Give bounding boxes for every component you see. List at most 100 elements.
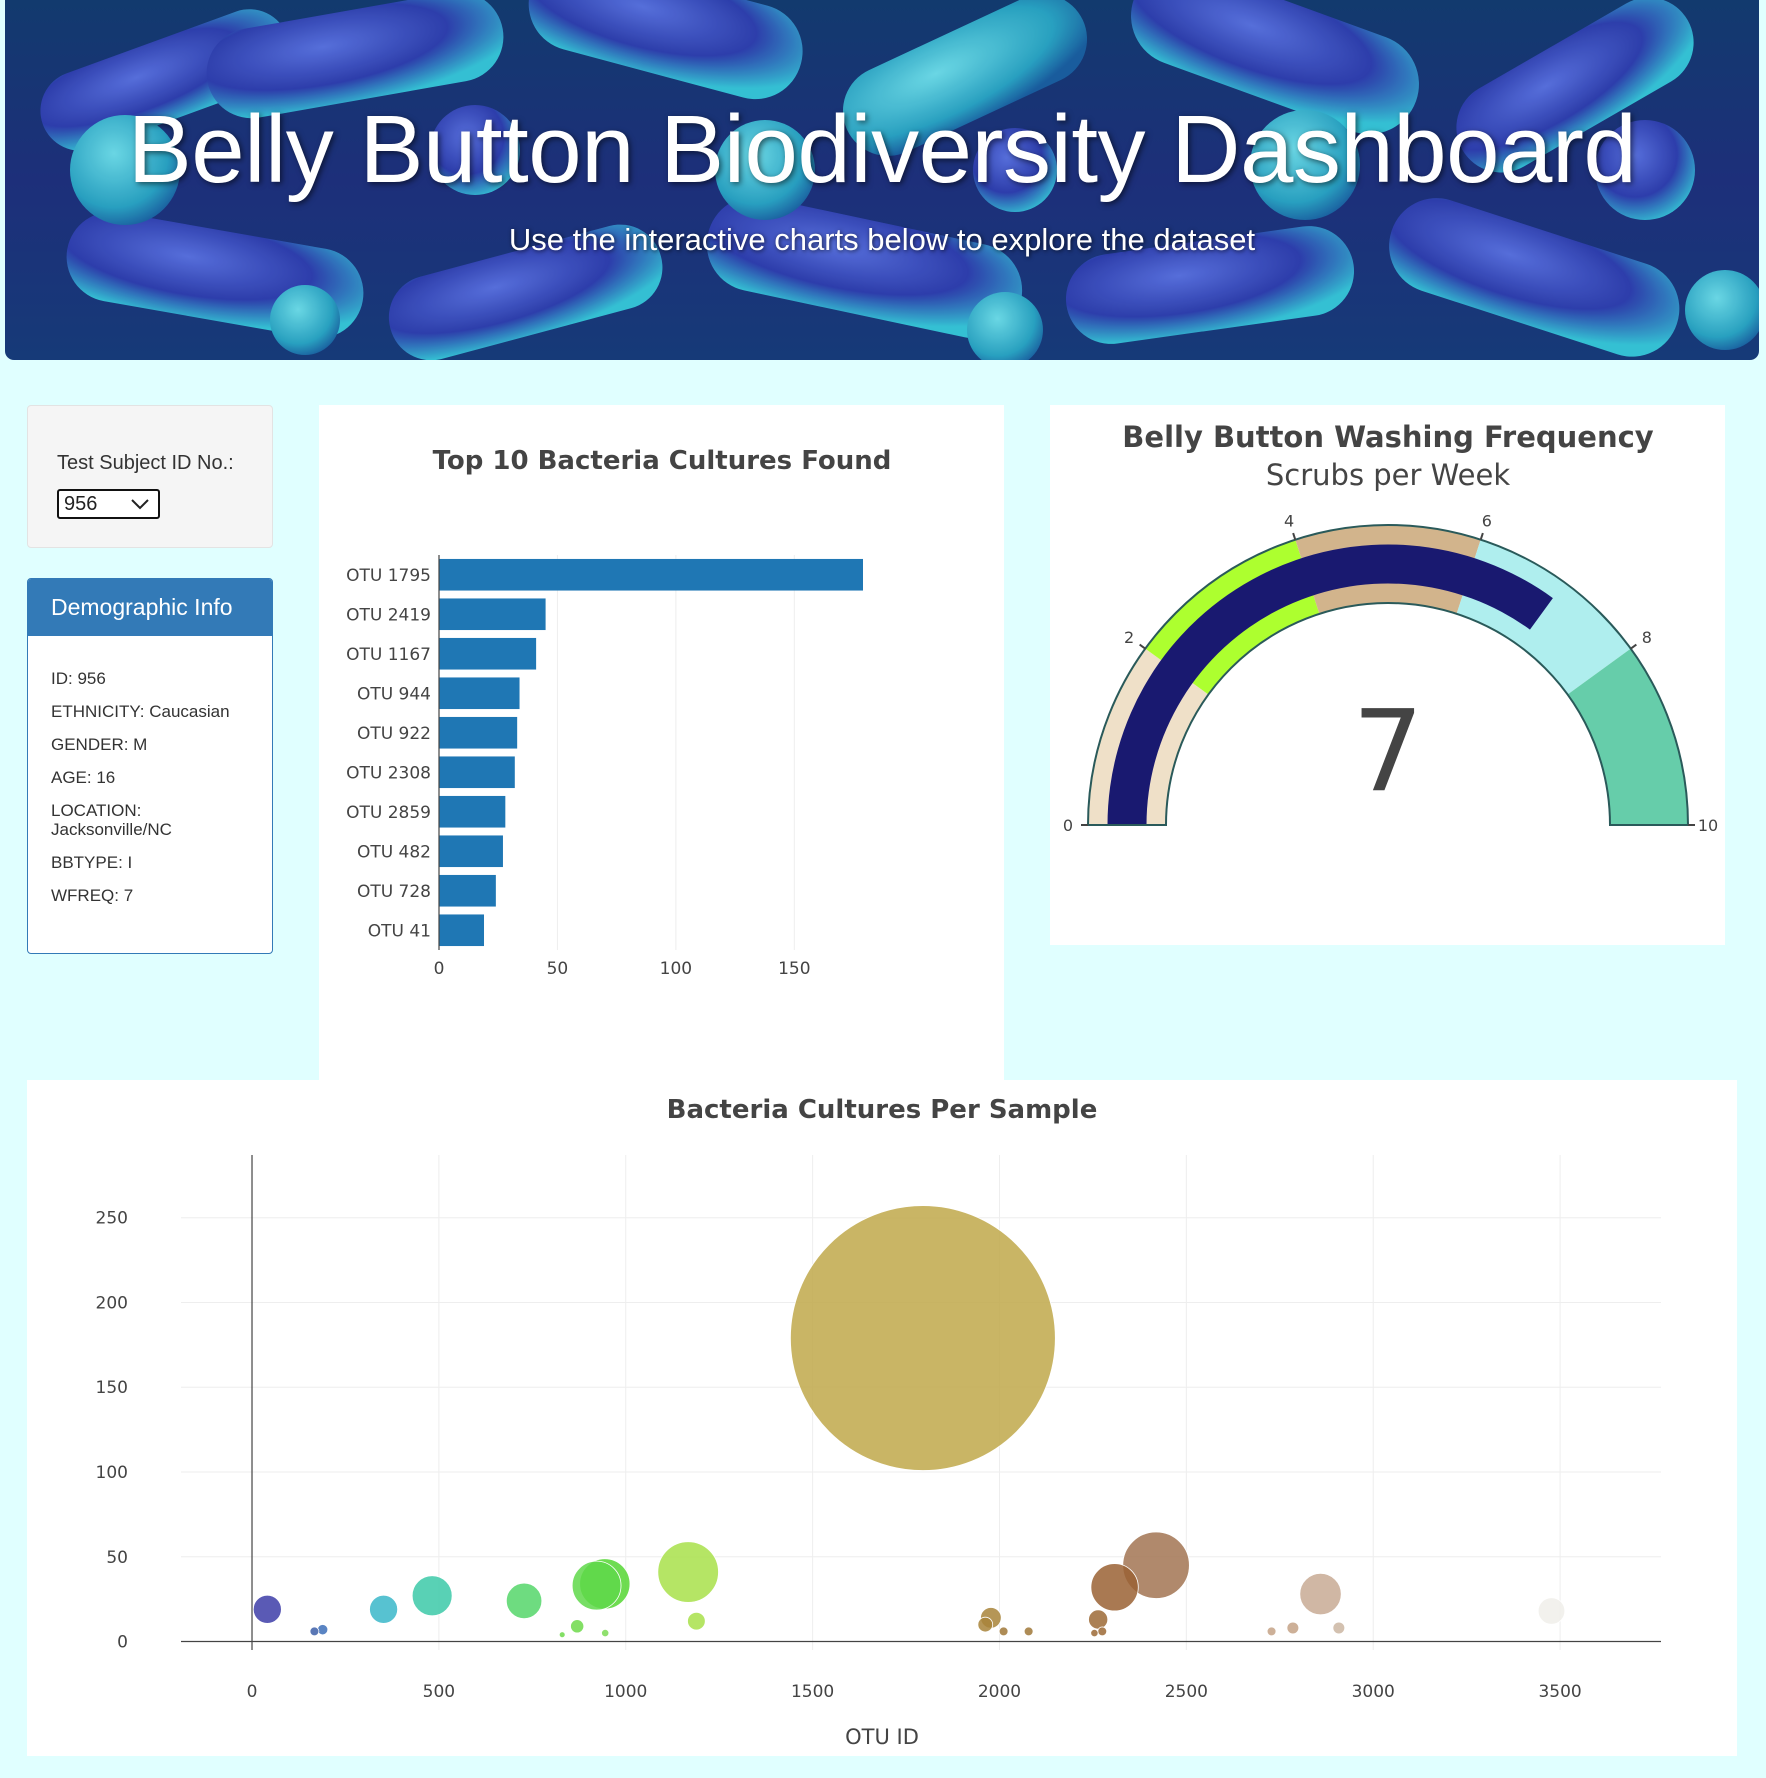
gauge-tick xyxy=(1479,532,1484,540)
bacteria-background-image xyxy=(5,0,1759,360)
bar-x-tick-label: 100 xyxy=(660,959,692,979)
gauge-title: Belly Button Washing Frequency xyxy=(1122,420,1653,454)
bubble-y-tick-label: 150 xyxy=(96,1378,128,1398)
gauge-value-bar xyxy=(1107,544,1553,825)
bubble-point[interactable] xyxy=(998,1626,1009,1637)
page-subtitle: Use the interactive charts below to expl… xyxy=(508,222,1256,257)
gauge-tick-label: 6 xyxy=(1482,512,1492,531)
bubble-point[interactable] xyxy=(309,1626,320,1637)
bubble-chart-card: Bacteria Cultures Per Sample OTU ID 0 500… xyxy=(27,1080,1737,1756)
bubble-chart[interactable]: Bacteria Cultures Per Sample OTU ID 0 500… xyxy=(27,1080,1737,1756)
bubble-point[interactable] xyxy=(1332,1621,1346,1635)
bar-mark[interactable] xyxy=(439,914,485,947)
bar-category-label: OTU 1795 xyxy=(346,566,431,586)
bubble-point[interactable] xyxy=(977,1616,994,1633)
page-title: Belly Button Biodiversity Dashboard xyxy=(127,96,1637,203)
bubble-y-tick-label: 200 xyxy=(96,1293,128,1313)
bubble-point[interactable] xyxy=(1299,1572,1342,1616)
bar-category-label: OTU 2308 xyxy=(346,763,431,783)
bubble-point[interactable] xyxy=(252,1594,282,1624)
gauge-tick xyxy=(1630,643,1637,650)
bar-mark[interactable] xyxy=(439,558,863,591)
subject-selector-well: Test Subject ID No.: 956 xyxy=(27,405,273,548)
gauge-tick xyxy=(1292,532,1297,540)
bubble-x-tick-label: 0 xyxy=(247,1682,258,1702)
bar-mark[interactable] xyxy=(439,835,503,868)
bubble-point[interactable] xyxy=(570,1619,585,1634)
gauge-tick xyxy=(1139,643,1146,650)
bubble-point[interactable] xyxy=(1286,1621,1300,1635)
bar-mark[interactable] xyxy=(439,598,546,631)
demographic-info-body: ID: 956 ETHNICITY: Caucasian GENDER: M A… xyxy=(28,636,272,905)
bar-mark[interactable] xyxy=(439,677,520,710)
bubble-x-tick-label: 2000 xyxy=(978,1682,1021,1702)
demo-row-age: AGE: 16 xyxy=(51,768,116,787)
bubble-point[interactable] xyxy=(317,1624,329,1636)
bubble-y-tick-label: 0 xyxy=(117,1633,128,1653)
bar-x-tick-label: 0 xyxy=(434,959,445,979)
bar-mark[interactable] xyxy=(439,637,537,670)
bar-category-label: OTU 2859 xyxy=(346,803,431,823)
gauge-tick-label: 10 xyxy=(1698,816,1718,835)
demo-row-gender: GENDER: M xyxy=(51,735,148,754)
bubble-point[interactable] xyxy=(1537,1597,1566,1625)
bubble-y-tick-label: 250 xyxy=(96,1209,128,1229)
gauge-tick-label: 4 xyxy=(1284,512,1294,531)
bar-mark[interactable] xyxy=(439,795,506,828)
subject-selector-label: Test Subject ID No.: xyxy=(57,452,234,474)
bubble-point[interactable] xyxy=(558,1631,566,1639)
bar-mark[interactable] xyxy=(439,716,518,749)
bubble-point[interactable] xyxy=(1266,1626,1277,1637)
bar-chart[interactable]: Top 10 Bacteria Cultures Found 0 50 100 150… xyxy=(319,405,1004,1080)
bubble-point[interactable] xyxy=(657,1541,719,1603)
gauge-outline xyxy=(1086,524,1690,826)
demo-row-wfreq: WFREQ: 7 xyxy=(51,886,134,905)
demographic-info-heading: Demographic Info xyxy=(28,579,272,636)
demo-row-location: LOCATION: Jacksonville/NC xyxy=(51,801,172,839)
bar-category-label: OTU 482 xyxy=(357,842,431,862)
bubble-x-tick-label: 1500 xyxy=(791,1682,834,1702)
demo-row-id: ID: 956 xyxy=(51,669,106,688)
gauge-step xyxy=(1567,648,1688,825)
bubble-x-tick-label: 500 xyxy=(423,1682,455,1702)
demographic-info-panel: Demographic Info ID: 956 ETHNICITY: Cauc… xyxy=(27,578,273,954)
bubble-x-tick-label: 3500 xyxy=(1538,1682,1581,1702)
bar-category-label: OTU 944 xyxy=(357,684,431,704)
bubble-point[interactable] xyxy=(1088,1609,1109,1630)
bubble-x-tick-label: 1000 xyxy=(604,1682,647,1702)
gauge-chart[interactable]: Belly Button Washing Frequency Scrubs pe… xyxy=(1050,405,1725,945)
bubble-point[interactable] xyxy=(1023,1626,1034,1637)
bar-category-label: OTU 922 xyxy=(357,724,431,744)
gauge-value-label: 7 xyxy=(1352,687,1423,817)
bar-category-label: OTU 1167 xyxy=(346,645,431,665)
bubble-point[interactable] xyxy=(1090,1628,1099,1638)
bubble-point[interactable] xyxy=(601,1628,610,1638)
bubble-point[interactable] xyxy=(571,1560,622,1611)
bar-category-label: OTU 41 xyxy=(368,921,431,941)
gauge-tick-label: 2 xyxy=(1124,628,1134,647)
bar-x-tick-label: 50 xyxy=(547,959,569,979)
bubble-point[interactable] xyxy=(369,1594,399,1624)
bubble-point[interactable] xyxy=(1097,1626,1108,1637)
bubble-point[interactable] xyxy=(1090,1563,1139,1612)
demo-row-bbtype: BBTYPE: I xyxy=(51,853,133,872)
bubble-y-tick-label: 50 xyxy=(106,1548,128,1568)
bubble-chart-xlabel: OTU ID xyxy=(845,1725,919,1749)
bubble-point[interactable] xyxy=(505,1582,543,1619)
bar-mark[interactable] xyxy=(439,874,496,907)
hero-banner: Belly Button Biodiversity Dashboard Use … xyxy=(5,0,1759,360)
bubble-point[interactable] xyxy=(411,1575,453,1617)
bubble-chart-title: Bacteria Cultures Per Sample xyxy=(667,1095,1098,1125)
bar-chart-card: Top 10 Bacteria Cultures Found 0 50 100 150… xyxy=(319,405,1004,1080)
subject-id-selected-value: 956 xyxy=(64,493,98,515)
subject-id-dropdown[interactable]: 956 xyxy=(57,489,160,519)
chevron-down-icon xyxy=(131,499,149,510)
bar-category-label: OTU 2419 xyxy=(346,605,431,625)
bar-mark[interactable] xyxy=(439,756,515,789)
gauge-tick-label: 8 xyxy=(1642,628,1652,647)
gauge-tick-label: 0 xyxy=(1063,816,1073,835)
gauge-subtitle: Scrubs per Week xyxy=(1266,458,1510,492)
bubble-point[interactable] xyxy=(790,1205,1056,1471)
bar-chart-title: Top 10 Bacteria Cultures Found xyxy=(433,446,892,476)
bubble-point[interactable] xyxy=(687,1611,706,1631)
